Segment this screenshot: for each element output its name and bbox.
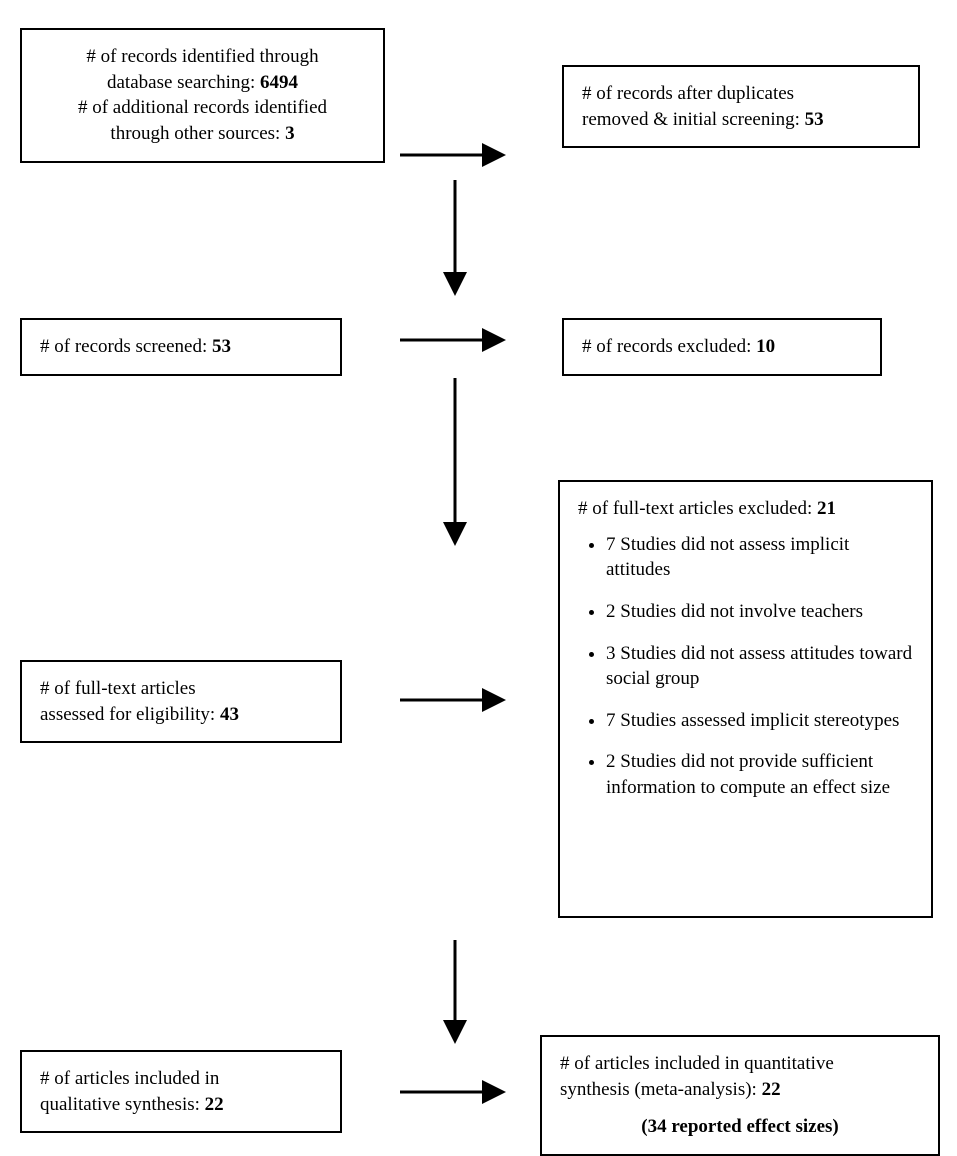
value: 22 [205,1094,224,1115]
text: qualitative synthesis: [40,1094,205,1115]
text: # of records after duplicates [582,83,794,104]
text: # of records identified through [86,46,318,67]
text: # of articles included in [40,1068,219,1089]
text: # of full-text articles excluded: [578,498,817,519]
text: through other sources: [110,123,285,144]
value: 10 [756,336,775,357]
text: # of full-text articles [40,678,196,699]
exclusion-reason-item: 3 Studies did not assess attitudes towar… [606,641,913,692]
value: 3 [285,123,295,144]
value: 6494 [260,72,298,93]
box-excluded-fulltext: # of full-text articles excluded: 21 7 S… [558,480,933,918]
box-quantitative: # of articles included in quantitative s… [540,1035,940,1156]
box-eligibility: # of full-text articles assessed for eli… [20,660,342,743]
box-identified: # of records identified through database… [20,28,385,163]
value: 53 [805,109,824,130]
value: 21 [817,498,836,519]
text: # of articles included in quantitative [560,1053,834,1074]
text: # of records excluded: [582,336,756,357]
text: database searching: [107,72,260,93]
text: # of additional records identified [78,97,327,118]
value: 22 [762,1079,781,1100]
effect-sizes-note: (34 reported effect sizes) [560,1114,920,1140]
exclusion-reason-item: 7 Studies did not assess implicit attitu… [606,532,913,583]
text: # of records screened: [40,336,212,357]
exclusion-reason-item: 2 Studies did not provide sufficient inf… [606,749,913,800]
exclusion-reason-item: 2 Studies did not involve teachers [606,599,913,625]
exclusion-reason-item: 7 Studies assessed implicit stereotypes [606,708,913,734]
value: 43 [220,704,239,725]
box-qualitative: # of articles included in qualitative sy… [20,1050,342,1133]
value: 53 [212,336,231,357]
box-after-duplicates: # of records after duplicates removed & … [562,65,920,148]
exclusion-reasons-list: 7 Studies did not assess implicit attitu… [578,532,913,801]
text: synthesis (meta-analysis): [560,1079,762,1100]
text: removed & initial screening: [582,109,805,130]
text: assessed for eligibility: [40,704,220,725]
box-excluded-count: # of records excluded: 10 [562,318,882,376]
box-screened: # of records screened: 53 [20,318,342,376]
